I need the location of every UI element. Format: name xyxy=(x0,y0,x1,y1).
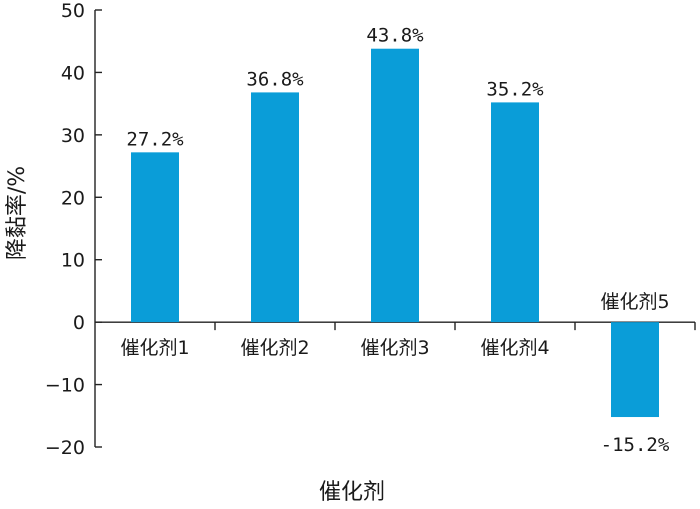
y-tick-label: −10 xyxy=(45,375,85,397)
category-label: 催化剂3 xyxy=(360,337,429,359)
data-label: 35.2% xyxy=(486,78,544,100)
bar xyxy=(131,152,179,323)
bar xyxy=(611,322,659,418)
bar xyxy=(371,48,419,323)
category-labels-group: 催化剂1 催化剂2 催化剂3 催化剂4 催化剂5 xyxy=(120,291,669,359)
category-label: 催化剂5 xyxy=(600,291,669,313)
y-tick-label: 0 xyxy=(73,312,85,334)
bar xyxy=(251,92,299,323)
y-tick-label: 50 xyxy=(61,0,85,22)
y-tick-label: 20 xyxy=(61,187,85,209)
y-axis-title: 降黏率/% xyxy=(5,166,30,260)
data-label: 43.8% xyxy=(366,25,424,47)
x-axis-title: 催化剂 xyxy=(319,480,385,505)
category-label: 催化剂2 xyxy=(240,337,309,359)
data-label: 27.2% xyxy=(126,128,184,150)
bar xyxy=(491,102,539,323)
y-axis: −20 −10 0 10 20 30 40 50 xyxy=(45,0,102,459)
y-tick-label: −20 xyxy=(45,437,85,459)
y-tick-label: 10 xyxy=(61,250,85,272)
x-axis xyxy=(95,321,696,331)
data-label: 36.8% xyxy=(246,68,304,90)
bars-group xyxy=(131,48,659,418)
y-tick-label: 30 xyxy=(61,125,85,147)
data-labels-group: 27.2% 36.8% 43.8% 35.2% -15.2% xyxy=(126,25,669,456)
category-label: 催化剂4 xyxy=(480,337,549,359)
category-label: 催化剂1 xyxy=(120,337,189,359)
data-label: -15.2% xyxy=(601,434,670,456)
y-tick-label: 40 xyxy=(61,62,85,84)
